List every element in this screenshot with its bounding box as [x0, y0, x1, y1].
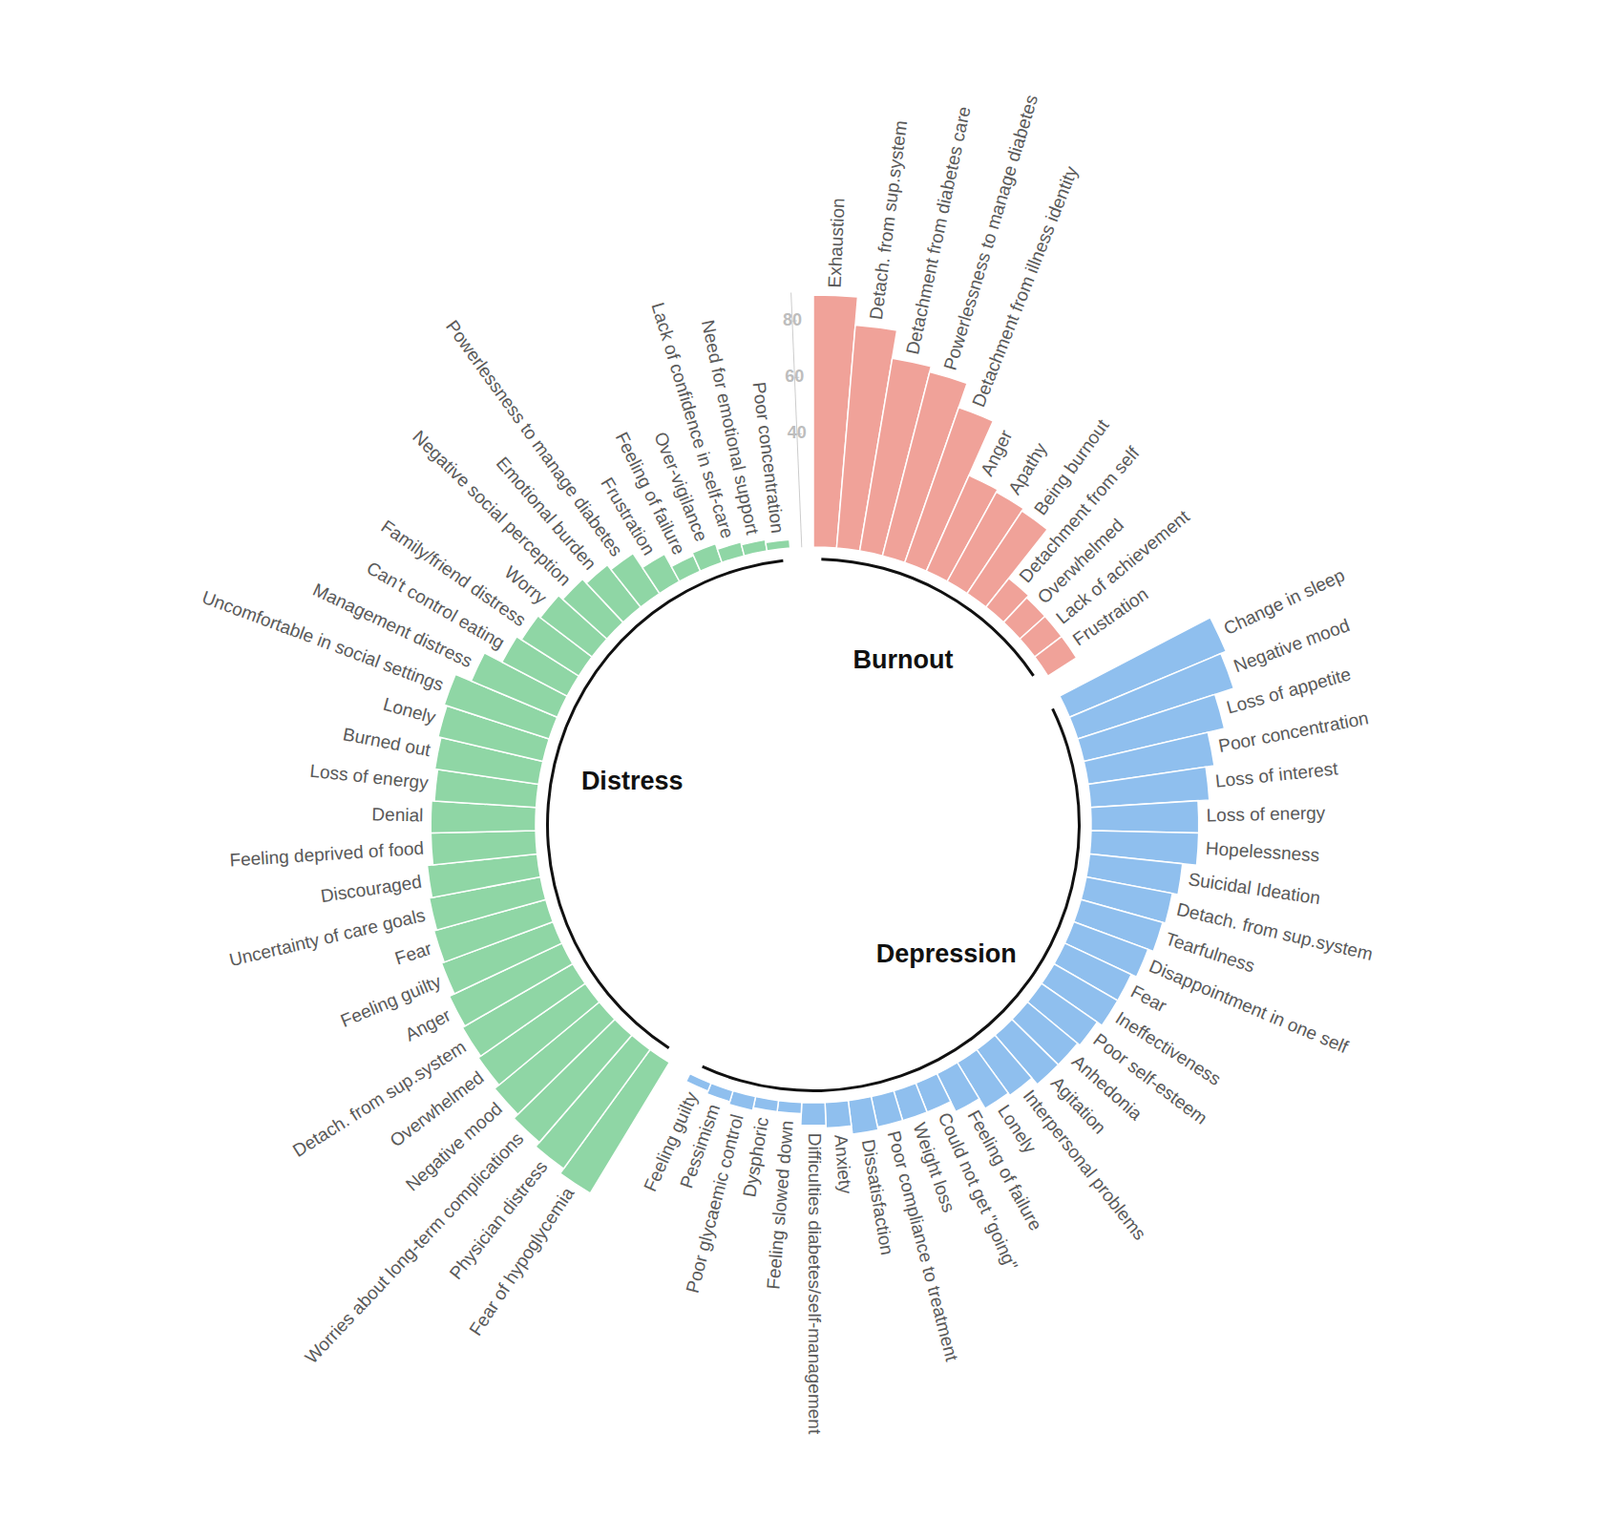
tick-label: 60	[784, 366, 804, 386]
category-label: Difficulties diabetes/self-management	[804, 1133, 825, 1435]
category-label: Discouraged	[318, 871, 423, 906]
category-label: Fear	[392, 937, 435, 969]
category-label: Suicidal Ideation	[1186, 868, 1322, 908]
category-label: Uncertainty of care goals	[227, 905, 427, 970]
category-label: Feeling guilty	[337, 970, 445, 1032]
group-arc	[546, 559, 784, 1050]
bar	[777, 1100, 802, 1115]
bar	[1034, 636, 1077, 677]
category-label: Lonely	[380, 694, 439, 728]
bars	[427, 294, 1235, 1194]
category-label: Loss of energy	[309, 760, 431, 794]
bar	[707, 1083, 734, 1102]
category-label: Feeling slowed down	[762, 1119, 798, 1291]
bar	[765, 539, 791, 551]
category-label: Loss of appetite	[1223, 663, 1353, 717]
tick-label: 80	[782, 310, 802, 330]
category-label: Denial	[371, 803, 423, 825]
category-label: Detachment from illness identity	[968, 163, 1082, 411]
category-label: Exhaustion	[824, 197, 849, 289]
category-label: Anger	[976, 426, 1017, 480]
category-label: Hopelessness	[1204, 838, 1320, 865]
tick-label: 40	[787, 422, 807, 443]
category-label: Poor concentration	[1217, 707, 1371, 757]
radial-axis: 40 60 80	[782, 292, 807, 548]
labels: Exhaustion Detach. from sup.system Detachm…	[199, 92, 1375, 1435]
category-label: Burned out	[340, 723, 433, 760]
chart: Exhaustion Detach. from sup.system Detachm…	[0, 0, 1600, 1539]
bar	[753, 1096, 779, 1113]
bar	[716, 542, 744, 563]
bar	[847, 1096, 878, 1135]
group-arc	[701, 708, 1081, 1093]
category-label: Anger	[401, 1004, 455, 1045]
group-arc	[821, 557, 1034, 677]
bar	[729, 1091, 757, 1112]
category-label: Fear of hypoglycemia	[464, 1182, 578, 1339]
category-label: Physician distress	[445, 1157, 552, 1284]
category-label: Loss of energy	[1205, 802, 1327, 826]
axis-line	[791, 292, 802, 548]
category-label: Poor concentration	[748, 380, 788, 535]
category-label: Loss of interest	[1214, 757, 1340, 791]
category-label: Anxiety	[830, 1134, 856, 1196]
group-label: Distress	[581, 766, 684, 796]
plot: Exhaustion Detach. from sup.system Detachm…	[199, 92, 1375, 1435]
category-label: Fear	[1127, 981, 1171, 1017]
bar	[741, 539, 768, 556]
category-label: Worries about long-term complications	[300, 1128, 527, 1368]
bar	[686, 1073, 712, 1092]
category-label: Need for emotional support	[697, 317, 763, 537]
groups: Burnout Depression Distress	[546, 557, 1081, 1093]
category-label: Powerlessness to manage diabetes	[939, 92, 1042, 373]
bar	[692, 544, 722, 572]
category-label: Detach. from sup.system	[865, 119, 911, 321]
category-label: Detach. from sup.system	[289, 1036, 470, 1161]
category-label: Feeling guilty	[639, 1088, 702, 1195]
group-label: Depression	[876, 939, 1017, 969]
category-label: Dissatisfaction	[858, 1137, 898, 1257]
bar	[800, 1102, 826, 1126]
bar	[430, 830, 537, 865]
group-label: Burnout	[852, 645, 953, 674]
bar	[1090, 800, 1199, 834]
bar	[824, 1100, 852, 1129]
category-label: Ineffectiveness	[1112, 1007, 1225, 1089]
category-label: Powerlessness to manage diabetes	[442, 316, 627, 561]
bar	[642, 553, 680, 593]
category-label: Frustration	[1069, 583, 1153, 650]
category-label: Feeling deprived of food	[229, 838, 425, 871]
